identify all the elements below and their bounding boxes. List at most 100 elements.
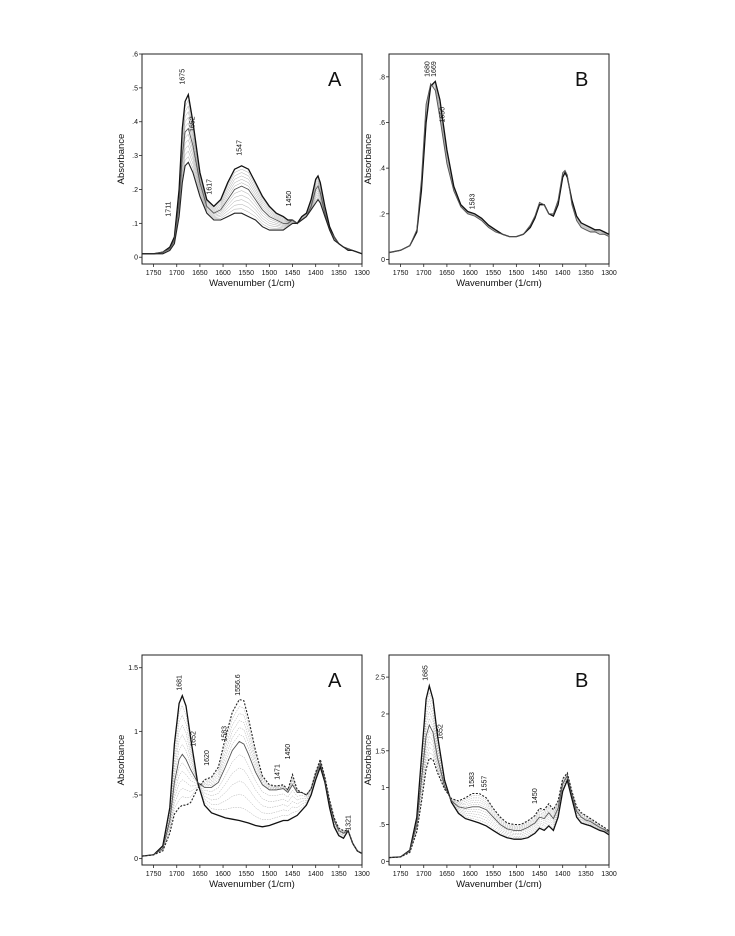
plot-frame — [141, 53, 363, 265]
series-line-1 — [142, 693, 362, 857]
x-tick-label: 1750 — [146, 270, 162, 277]
x-tick-label: 1650 — [439, 871, 455, 878]
peak-label: 1680 — [424, 61, 431, 77]
peak-label: 1450 — [532, 788, 539, 804]
x-tick-label: 1300 — [354, 871, 370, 878]
y-tick-label: .5 — [132, 85, 138, 92]
peak-label: 1652 — [437, 724, 444, 740]
panel-letter: B — [575, 69, 588, 91]
intermediate-trace — [142, 713, 362, 857]
y-axis-label: Absorbance — [116, 134, 127, 185]
peak-label: 1675 — [180, 69, 187, 85]
intermediate-trace — [389, 730, 609, 858]
x-tick-label: 1700 — [416, 871, 432, 878]
x-tick-label: 1650 — [192, 270, 208, 277]
x-tick-label: 1400 — [555, 871, 571, 878]
intermediate-trace — [389, 711, 609, 858]
series-group — [389, 683, 609, 859]
peak-label: 1583 — [221, 726, 228, 742]
y-tick-label: .2 — [132, 187, 138, 194]
intermediate-trace — [389, 752, 609, 858]
peak-label: 1652 — [190, 731, 197, 747]
intermediate-trace — [389, 698, 609, 858]
panel-letter: A — [328, 670, 342, 692]
chart-panel-3: 1750 1700 1650 1600 1550 1500 1450 1400 1350 1300… — [116, 654, 370, 890]
y-tick-label: .5 — [379, 822, 385, 829]
series-line-2 — [389, 82, 609, 254]
y-tick-label: 1 — [381, 785, 385, 792]
x-tick-label: 1500 — [509, 270, 525, 277]
plot-frame — [388, 53, 610, 265]
x-tick-label: 1450 — [285, 270, 301, 277]
x-tick-label: 1300 — [354, 270, 370, 277]
peak-label: 1681 — [176, 675, 183, 691]
peak-label: 1547 — [237, 140, 244, 156]
series-line-1 — [142, 92, 362, 255]
y-tick-label: 1 — [134, 729, 138, 736]
chart-panel-1: 1750 1700 1650 1600 1550 1500 1450 1400 1350 1300… — [116, 52, 370, 290]
y-tick-label: 0 — [134, 856, 138, 863]
series-group — [142, 92, 362, 255]
series-line-3 — [389, 757, 609, 859]
x-axis-label: Wavenumber (1/cm) — [209, 879, 295, 890]
peak-label: 1557 — [481, 776, 488, 792]
series-line-3 — [142, 161, 362, 255]
intermediate-trace — [389, 704, 609, 858]
x-tick-label: 1750 — [146, 871, 162, 878]
panel-letter: B — [575, 670, 588, 692]
peak-label: 1450 — [286, 191, 293, 207]
intermediate-trace — [142, 724, 362, 857]
peak-label: 1617 — [206, 179, 213, 195]
x-tick-label: 1350 — [331, 270, 347, 277]
y-tick-label: .5 — [132, 793, 138, 800]
x-tick-label: 1350 — [578, 871, 594, 878]
x-tick-label: 1350 — [331, 871, 347, 878]
x-tick-label: 1550 — [238, 270, 254, 277]
peak-label: 1711 — [165, 201, 172, 216]
x-tick-label: 1750 — [393, 270, 409, 277]
y-tick-label: .6 — [379, 120, 385, 127]
peak-label: 1321 — [345, 815, 352, 831]
peak-label: 1556.6 — [235, 674, 242, 696]
intermediate-trace — [389, 741, 609, 858]
x-tick-label: 1500 — [262, 871, 278, 878]
y-tick-label: 1.5 — [128, 665, 138, 672]
y-tick-label: 0 — [134, 255, 138, 262]
plot-frame — [388, 654, 610, 866]
peak-label: 1669 — [431, 61, 438, 77]
plot-frame — [141, 654, 363, 866]
series-line-2 — [142, 740, 362, 857]
x-tick-label: 1600 — [215, 270, 231, 277]
y-tick-label: 2 — [381, 711, 385, 718]
x-tick-label: 1500 — [509, 871, 525, 878]
y-tick-label: .3 — [132, 153, 138, 160]
peak-label: 1685 — [422, 665, 429, 681]
y-tick-label: 0 — [381, 859, 385, 866]
x-tick-label: 1500 — [262, 270, 278, 277]
series-line-2 — [389, 723, 609, 859]
y-tick-label: 2.5 — [375, 675, 385, 682]
series-line-3 — [142, 698, 362, 857]
intermediate-trace — [389, 717, 609, 858]
chart-panel-4: 1750 1700 1650 1600 1550 1500 1450 1400 1350 1300… — [363, 654, 617, 890]
y-tick-label: .1 — [132, 221, 138, 228]
peak-label: 1620 — [204, 750, 211, 766]
intermediate-trace — [142, 734, 362, 857]
peak-label: 1583 — [469, 772, 476, 788]
panel-letter: A — [328, 69, 342, 91]
y-axis-label: Absorbance — [363, 134, 374, 185]
y-tick-label: .2 — [379, 211, 385, 218]
chart-panel-2: 1750 1700 1650 1600 1550 1500 1450 1400 1350 1300… — [363, 53, 617, 289]
intermediate-trace — [142, 720, 362, 857]
x-axis-label: Wavenumber (1/cm) — [456, 278, 542, 289]
x-tick-label: 1750 — [393, 871, 409, 878]
series-group — [389, 80, 609, 254]
x-tick-label: 1400 — [555, 270, 571, 277]
intermediate-trace — [389, 735, 609, 858]
x-tick-label: 1650 — [439, 270, 455, 277]
peak-label: 1650 — [440, 107, 447, 123]
y-tick-label: .4 — [132, 119, 138, 126]
y-tick-label: .6 — [132, 52, 138, 59]
x-tick-label: 1550 — [485, 871, 501, 878]
